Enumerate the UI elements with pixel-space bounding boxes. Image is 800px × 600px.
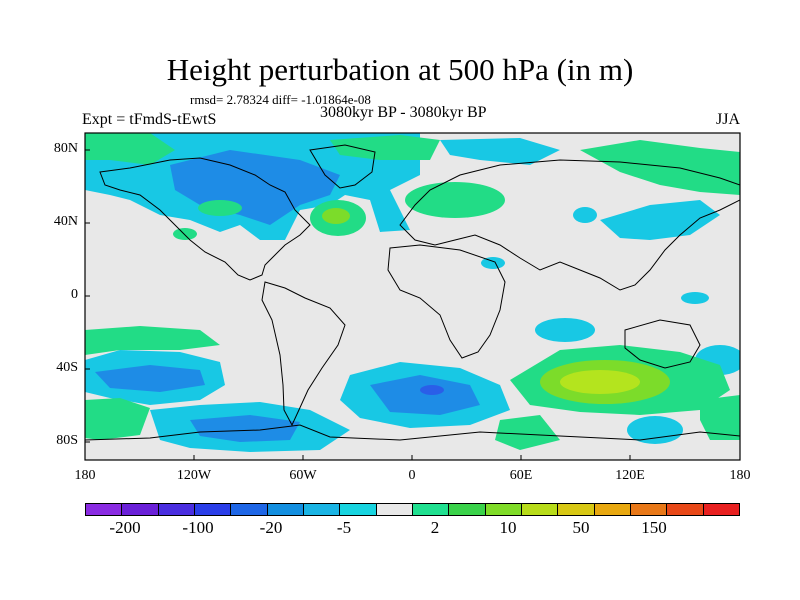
colorbar-segment xyxy=(303,504,341,515)
lat-label-40s: 40S xyxy=(56,360,78,375)
anomaly-region-blue xyxy=(190,415,300,442)
colorbar-segment xyxy=(231,504,268,515)
anomaly-region-lime xyxy=(322,208,350,224)
colorbar-segment xyxy=(158,504,195,515)
anomaly-region-cyan xyxy=(481,257,505,269)
season-label: JJA xyxy=(716,111,741,128)
colorbar-segment xyxy=(667,504,704,515)
colorbar-label: -5 xyxy=(336,518,352,537)
anomaly-region-green xyxy=(198,200,242,216)
coastline-eurasia xyxy=(399,159,740,291)
field-layer xyxy=(85,133,740,460)
colorbar-segment xyxy=(703,504,739,515)
colorbar-segment xyxy=(558,504,595,515)
lat-label-equator: 0 xyxy=(71,287,78,302)
anomaly-region-cyan xyxy=(535,318,595,342)
lon-label-60e: 60E xyxy=(509,468,533,483)
anomaly-region-blue xyxy=(370,375,480,415)
coastline-australia xyxy=(624,319,701,369)
stats-label: rmsd= 2.78324 diff= -1.01864e-08 xyxy=(190,92,371,107)
colorbar-segment xyxy=(194,504,232,515)
colorbar-label: -200 xyxy=(109,518,141,537)
lon-label-180e: 180 xyxy=(729,468,751,483)
colorbar-segment xyxy=(412,504,450,515)
anomaly-region-green xyxy=(405,182,505,218)
coastlines xyxy=(85,144,740,441)
colorbar-segment xyxy=(485,504,522,515)
coastline-south-america xyxy=(261,281,346,427)
anomaly-region-green xyxy=(85,326,220,355)
colorbar-segment xyxy=(340,504,377,515)
anomaly-region-green xyxy=(580,140,740,195)
anomaly-region-cyan xyxy=(627,416,683,444)
anomaly-region-cyan xyxy=(573,207,597,223)
anomaly-region-cyan xyxy=(600,200,720,240)
colorbar-label: -20 xyxy=(259,518,283,537)
anomaly-region-green xyxy=(173,228,197,240)
colorbar-label: 150 xyxy=(641,518,667,537)
anomaly-region-blue xyxy=(95,365,205,392)
lon-label-120w: 120W xyxy=(176,468,212,483)
colorbar-segment xyxy=(86,504,123,515)
lat-label-40n: 40N xyxy=(53,214,78,229)
anomaly-region-green xyxy=(700,395,740,440)
colorbar-segment xyxy=(594,504,631,515)
anomaly-region-green xyxy=(495,415,560,450)
anomaly-region-green xyxy=(85,133,175,165)
colorbar-segment xyxy=(267,504,304,515)
anomaly-region-cyan xyxy=(440,138,560,165)
coastline-greenland xyxy=(309,144,376,189)
lon-label-60w: 60W xyxy=(289,468,317,483)
lon-label-0: 0 xyxy=(408,468,416,483)
colorbar-segment xyxy=(630,504,668,515)
experiment-label: Expt = tFmdS-tEwtS xyxy=(82,111,217,128)
anomaly-region-darkblue xyxy=(420,385,444,395)
lon-label-120e: 120E xyxy=(615,468,645,483)
colorbar-label: 50 xyxy=(572,518,590,537)
lat-label-80s: 80S xyxy=(56,433,78,448)
coastline-africa xyxy=(387,244,506,359)
coastline-north-america xyxy=(99,157,311,281)
colorbar-segment xyxy=(376,504,413,515)
lon-label-180w: 180 xyxy=(74,468,96,483)
colorbar-segment xyxy=(122,504,159,515)
anomaly-region-green xyxy=(85,398,150,440)
map-title: Height perturbation at 500 hPa (in m) xyxy=(166,52,634,87)
colorbar-segment xyxy=(449,504,486,515)
anomaly-region-green xyxy=(330,135,440,160)
colorbar-label: -100 xyxy=(182,518,214,537)
colorbar-segment xyxy=(521,504,559,515)
colorbar-label: 10 xyxy=(499,518,517,537)
colorbar xyxy=(85,503,740,516)
period-label: 3080kyr BP - 3080kyr BP xyxy=(320,104,487,121)
anomaly-region-cyan xyxy=(681,292,709,304)
coastline-antarctica xyxy=(85,424,740,441)
colorbar-label: 2 xyxy=(430,518,440,537)
anomaly-region-yellow xyxy=(560,370,640,394)
axis-ticks xyxy=(84,149,741,460)
lat-label-80n: 80N xyxy=(53,141,78,156)
